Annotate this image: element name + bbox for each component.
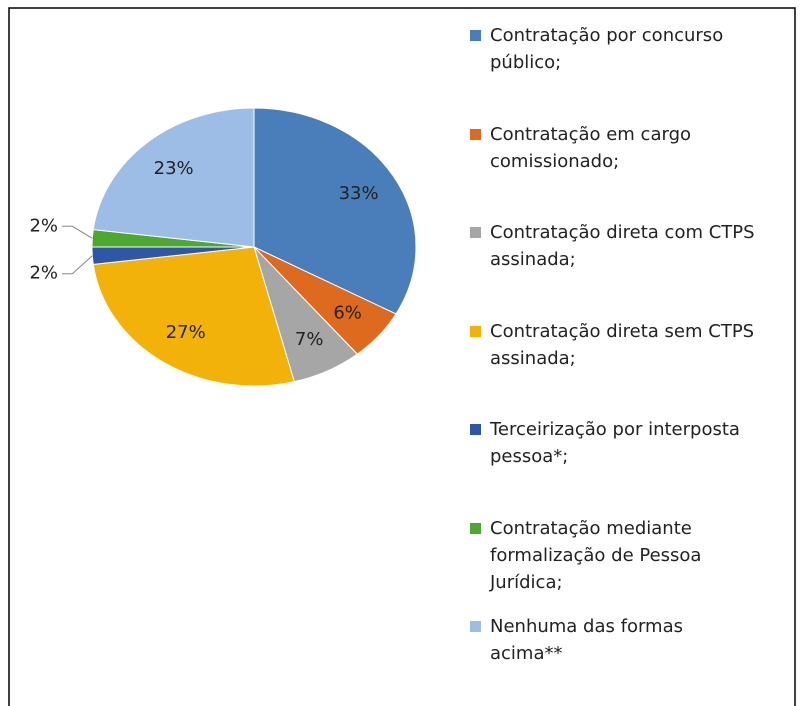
data-label: 7% xyxy=(295,329,324,350)
legend-entry: Contratação direta com CTPS assinada; xyxy=(470,219,760,273)
legend-label: Contratação mediante formalização de Pes… xyxy=(490,517,702,593)
data-label: 33% xyxy=(339,183,379,204)
legend-label: Nenhuma das formas acima** xyxy=(490,616,683,664)
legend-entry: Contratação direta sem CTPS assinada; xyxy=(470,318,760,372)
leader-line xyxy=(62,255,93,275)
legend-swatch xyxy=(470,522,481,534)
legend-label: Contratação por concurso público; xyxy=(490,25,724,73)
legend-label: Contratação direta com CTPS assinada; xyxy=(490,222,755,270)
frame xyxy=(8,7,796,706)
legend-entry: Contratação em cargo comissionado; xyxy=(470,121,760,175)
leader-line xyxy=(62,225,93,239)
legend-swatch xyxy=(470,621,481,632)
pie-slice xyxy=(253,107,417,315)
legend-entry: Nenhuma das formas acima** xyxy=(470,613,760,667)
legend-swatch xyxy=(470,227,481,238)
legend-label: Contratação direta sem CTPS assinada; xyxy=(490,320,755,369)
legend-swatch xyxy=(470,325,481,337)
legend-entry: Contratação por concurso público; xyxy=(470,22,760,76)
legend-entry: Terceirização por interposta pessoa*; xyxy=(470,416,760,470)
legend-swatch xyxy=(470,424,481,435)
data-label: 2% xyxy=(29,263,58,284)
data-label: 6% xyxy=(333,302,362,323)
pie-slice xyxy=(92,246,295,387)
legend-entry: Contratação mediante formalização de Pes… xyxy=(470,515,760,596)
legend-swatch xyxy=(470,30,481,41)
data-label: 27% xyxy=(166,322,206,343)
data-label: 23% xyxy=(154,158,194,179)
legend-swatch xyxy=(470,128,481,140)
legend-label: Terceirização por interposta pessoa*; xyxy=(490,419,740,467)
data-label: 2% xyxy=(29,215,58,236)
pie-slice xyxy=(92,107,255,248)
legend-label: Contratação em cargo comissionado; xyxy=(490,123,692,172)
